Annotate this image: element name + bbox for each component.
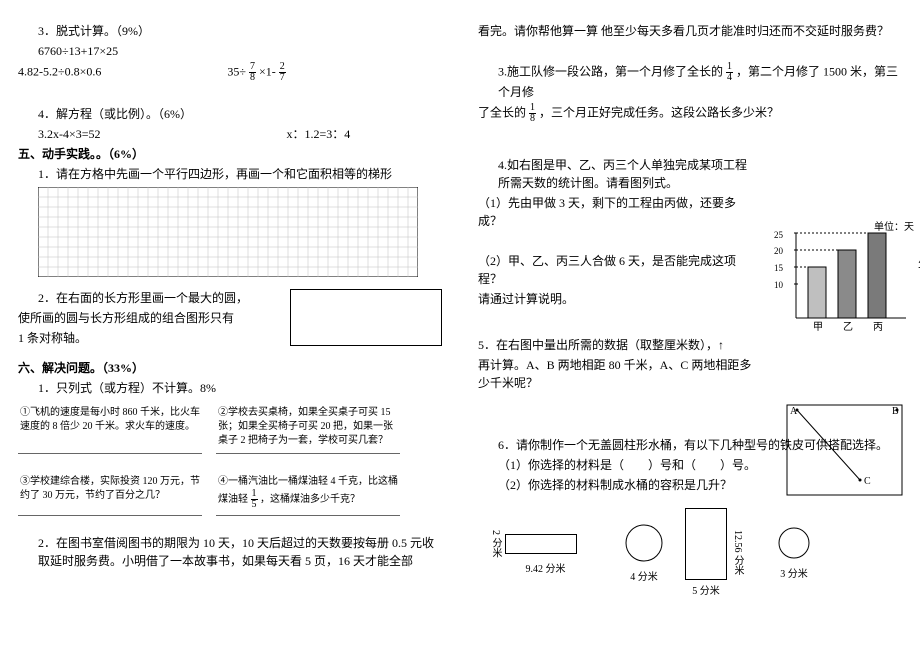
q3-expr-row: 4.82-5.2÷0.8×0.6 35÷ 78 ×1- 27 <box>18 62 442 83</box>
svg-text:丙: 丙 <box>873 322 883 333</box>
q4-row: 3.2x-4×3=52 x：1.2=3：4 <box>18 125 442 143</box>
svg-text:10: 10 <box>774 280 784 290</box>
svg-text:B: B <box>892 406 899 417</box>
q4-expr1: 3.2x-4×3=52 <box>38 127 101 141</box>
sec6-q1: 1．只列式（或方程）不计算。8% <box>18 379 442 397</box>
box3: ③学校建综合楼，实际投资 120 万元，节约了 30 万元，节约了百分之几？ <box>18 472 202 516</box>
svg-text:20: 20 <box>774 246 784 256</box>
r-q4c: （2）甲、乙、丙三人合做 6 天，是否能完成这项程？ <box>478 252 748 288</box>
box4: ④一桶汽油比一桶煤油轻 4 千克，比这桶煤油轻 15 ，这桶煤油多少千克？ <box>216 472 400 516</box>
grid-paper <box>38 187 418 277</box>
q4-title: 4．解方程（或比例）。（6%） <box>18 105 442 123</box>
sec5-q2c: 1 条对称轴。 <box>18 329 282 347</box>
svg-text:乙: 乙 <box>843 321 853 333</box>
q3-expr2b-pre: 35÷ <box>227 64 246 78</box>
svg-text:25: 25 <box>774 230 784 240</box>
sec5-q2b: 使所画的圆与长方形组成的组合图形只有 <box>18 309 282 327</box>
q3-expr2a: 4.82-5.2÷0.8×0.6 <box>18 64 101 78</box>
q3-title: 3．脱式计算。（9%） <box>18 22 442 40</box>
svg-text:15: 15 <box>774 263 784 273</box>
r-q4a: 4.如右图是甲、乙、丙三个人单独完成某项工程所需天数的统计图。请看图列式。 <box>478 156 748 192</box>
bar-chart: 单位：天 25 20 15 10 甲 <box>766 218 916 347</box>
blank-rectangle <box>290 289 442 346</box>
r-q4b: （1）先由甲做 3 天，剩下的工程由丙做，还要多成？ <box>478 194 748 230</box>
r-cont: 看完。请你帮他算一算 他至少每天多看几页才能准时归还而不交延时服务费？ <box>478 22 902 40</box>
frac-7-8: 78 <box>249 62 256 83</box>
abc-diagram: A B C <box>782 400 912 504</box>
box1: ①飞机的速度是每小时 860 千米，比火车速度的 8 倍少 20 千米。求火车的… <box>18 403 202 454</box>
materials-row: 2 分米 9.42 分米 4 分米 5 分米 12.56 分米 <box>478 508 902 597</box>
sec6-q2: 2．在图书室借阅图书的期限为 10 天，10 天后超过的天数要按每册 0.5 元… <box>18 534 442 570</box>
r-q5b: 再计算。A、B 两地相距 80 千米，A、C 两地相距多少千米呢？ <box>478 356 758 392</box>
r-q3c: 了全长的 18 ，三个月正好完成任务。这段公路长多少米？ <box>478 103 902 124</box>
sec5-q1: 1．请在方格中先画一个平行四边形，再画一个和它面积相等的梯形 <box>18 165 442 183</box>
chart-ylabel: 单位：天 <box>874 220 914 233</box>
q3-expr1: 6760÷13+17×25 <box>18 42 442 60</box>
r-q4d: 请通过计算说明。 <box>478 290 748 308</box>
sec5-title: 五、动手实践。。（6%） <box>18 145 442 163</box>
q3-expr2b-mid: ×1- <box>259 64 276 78</box>
sec5-q2a: 2．在右面的长方形里画一个最大的圆， <box>18 289 282 307</box>
r-q5a: 5．在右图中量出所需的数据（取整厘米数），↑ <box>478 336 758 354</box>
r-q3: 3.施工队修一段公路，第一个月修了全长的 14 ，第二个月修了 1500 米，第… <box>478 62 902 101</box>
q4-expr2: x：1.2=3：4 <box>287 127 351 141</box>
box2: ②学校去买桌椅，如果全买桌子可买 15 张；如果全买椅子可买 20 把，如果一张… <box>216 403 400 454</box>
svg-text:A: A <box>790 406 798 417</box>
sec6-title: 六、解决问题。（33%） <box>18 359 442 377</box>
frac-2-7: 27 <box>279 62 286 83</box>
svg-text:甲: 甲 <box>813 322 823 333</box>
svg-text:C: C <box>864 476 871 487</box>
